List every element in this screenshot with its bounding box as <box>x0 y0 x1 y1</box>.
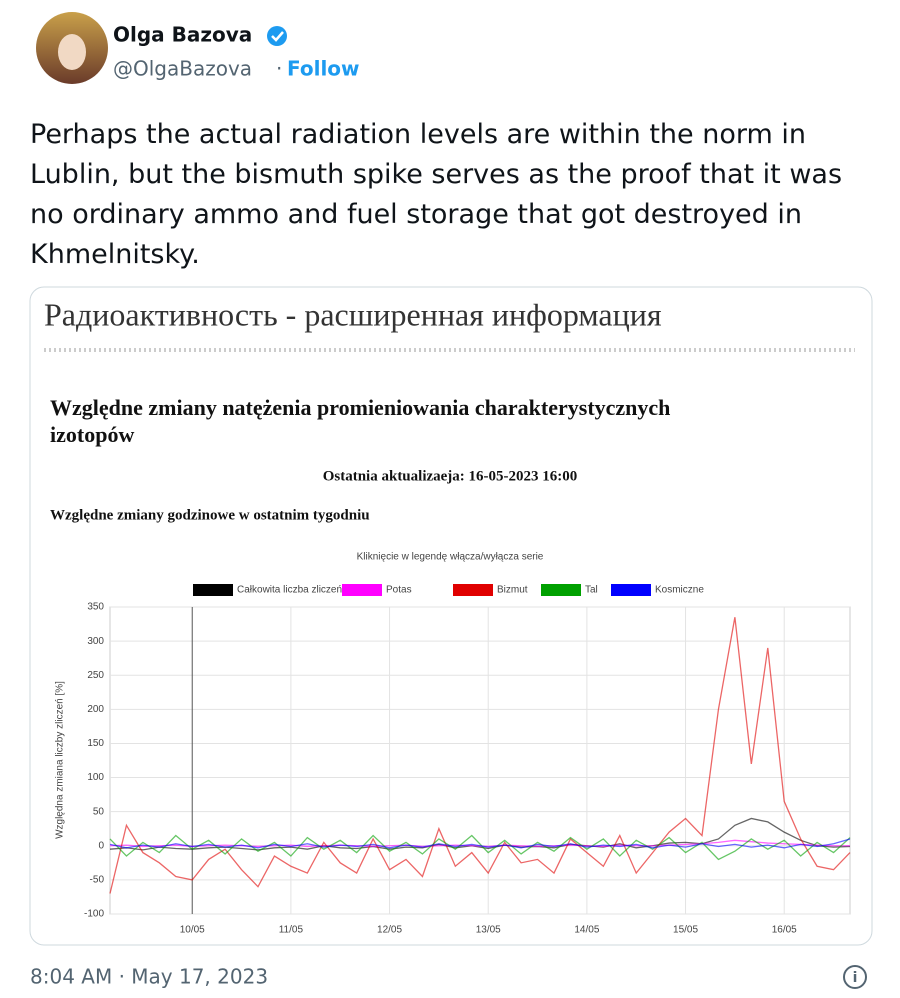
y-tick-label: 250 <box>87 670 104 681</box>
verified-check <box>271 31 284 42</box>
separator: · <box>276 57 282 81</box>
y-tick-label: 350 <box>87 602 104 613</box>
y-tick-label: 100 <box>87 772 104 783</box>
x-tick-label: 14/05 <box>574 925 599 936</box>
avatar-face <box>58 34 86 70</box>
legend-label[interactable]: Całkowita liczba zliczeń <box>237 585 342 596</box>
x-tick-label: 13/05 <box>476 925 501 936</box>
timestamp[interactable]: 8:04 AM · May 17, 2023 <box>30 965 268 989</box>
series-line <box>109 617 851 894</box>
chart-subtitle: Kliknięcie w legendę włącza/wyłącza seri… <box>357 552 544 563</box>
legend-swatch[interactable] <box>611 584 651 596</box>
legend-swatch[interactable] <box>453 584 493 596</box>
series-line <box>109 838 851 849</box>
x-tick-label: 11/05 <box>279 925 304 936</box>
legend-label[interactable]: Bizmut <box>497 585 528 596</box>
legend-label[interactable]: Tal <box>585 585 598 596</box>
y-tick-label: 300 <box>87 636 104 647</box>
info-icon[interactable] <box>843 965 867 989</box>
y-tick-label: 150 <box>87 738 104 749</box>
legend-swatch[interactable] <box>193 584 233 596</box>
series-line <box>109 817 851 851</box>
verified-badge <box>267 26 287 46</box>
tweet-text: Perhaps the actual radiation levels are … <box>30 119 843 270</box>
updated: Ostatnia aktualizaeja: 16-05-2023 16:00 <box>323 468 578 484</box>
y-tick-label: -100 <box>84 909 104 920</box>
card-header: Радиоактивность - расширенная информация <box>44 296 662 332</box>
card-title: Względne zmiany natężenia promieniowania… <box>50 395 670 447</box>
x-tick-label: 15/05 <box>673 925 698 936</box>
x-tick-label: 16/05 <box>772 925 797 936</box>
info-icon-glyph: i <box>853 970 858 986</box>
legend-label[interactable]: Potas <box>386 585 412 596</box>
follow-button[interactable]: Follow <box>287 57 360 81</box>
legend-label[interactable]: Kosmiczne <box>655 585 704 596</box>
legend-swatch[interactable] <box>342 584 382 596</box>
x-tick-label: 10/05 <box>180 925 205 936</box>
y-tick-label: -50 <box>90 875 105 886</box>
author-handle[interactable]: @OlgaBazova <box>113 57 252 81</box>
author-name[interactable]: Olga Bazova <box>113 23 252 47</box>
section-title: Względne zmiany godzinowe w ostatnim tyg… <box>50 507 370 523</box>
y-tick-label: 50 <box>93 806 105 817</box>
y-tick-label: 0 <box>98 840 104 851</box>
legend-swatch[interactable] <box>541 584 581 596</box>
x-tick-label: 12/05 <box>377 925 402 936</box>
y-axis-label: Względna zmiana liczby zliczeń [%] <box>55 681 66 839</box>
y-tick-label: 200 <box>87 704 104 715</box>
